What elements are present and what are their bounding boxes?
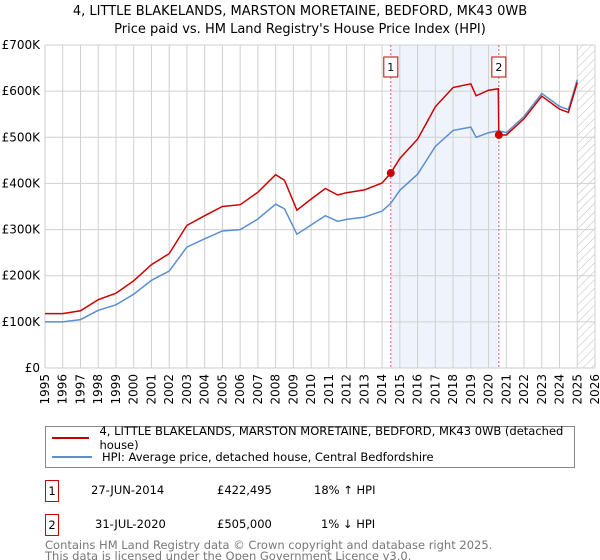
x-tick-label: 2022 <box>517 374 531 405</box>
legend-label-hpi: HPI: Average price, detached house, Cent… <box>102 450 434 464</box>
x-tick-label: 2020 <box>482 374 496 405</box>
sale-marker-label: 1 <box>387 61 394 74</box>
shaded-ownership-period <box>390 45 499 368</box>
x-tick-label: 2021 <box>499 374 513 405</box>
legend-line-red <box>52 437 90 439</box>
y-tick-label: £300K <box>2 223 42 237</box>
x-tick-label: 2002 <box>162 374 176 405</box>
sale-delta: 1% ↓ HPI <box>321 517 376 531</box>
x-tick-label: 2019 <box>464 374 478 405</box>
legend-item-property: 4, LITTLE BLAKELANDS, MARSTON MORETAINE,… <box>52 424 574 452</box>
hpi-line <box>45 79 579 323</box>
price-chart: 1995 1996 1997 1998 1999 2000 2001 2002 2003 2004… <box>2 38 600 405</box>
sale-row-2: 2 31-JUL-2020 £505,000 1% ↓ HPI <box>45 514 445 536</box>
x-tick-label: 2004 <box>198 374 212 405</box>
y-tick-label: £700K <box>2 38 42 52</box>
sale-row-1: 1 27-JUN-2014 £422,495 18% ↑ HPI <box>45 480 445 502</box>
x-tick-label: 2015 <box>393 374 407 405</box>
property-price-line <box>45 82 579 315</box>
x-tick-label: 2014 <box>375 374 389 405</box>
sale-point <box>494 130 503 139</box>
x-tick-label: 2012 <box>340 374 354 405</box>
x-tick-label: 2000 <box>127 374 141 405</box>
x-tick-label: 2016 <box>411 374 425 405</box>
legend-label-property: 4, LITTLE BLAKELANDS, MARSTON MORETAINE,… <box>99 424 564 452</box>
x-tick-label: 2025 <box>570 374 584 405</box>
x-tick-label: 2011 <box>322 374 336 405</box>
x-tick-label: 2007 <box>251 374 265 405</box>
y-tick-label: £600K <box>2 84 42 98</box>
chart-title: 4, LITTLE BLAKELANDS, MARSTON MORETAINE,… <box>72 4 528 19</box>
x-tick-label: 2001 <box>144 374 158 405</box>
sale-price: £422,495 <box>217 483 272 497</box>
x-tick-label: 2008 <box>269 374 283 405</box>
sale-date: 31-JUL-2020 <box>95 517 166 531</box>
x-tick-label: 2026 <box>588 374 600 405</box>
sale-delta: 18% ↑ HPI <box>314 483 376 497</box>
sale-point <box>386 169 395 178</box>
x-tick-label: 2018 <box>446 374 460 405</box>
legend-item-hpi: HPI: Average price, detached house, Cent… <box>52 448 434 466</box>
sale-marker-box <box>491 56 507 78</box>
forecast-hatch <box>577 45 595 368</box>
x-tick-label: 1997 <box>73 374 87 405</box>
x-tick-label: 2013 <box>357 374 371 405</box>
y-tick-label: £200K <box>2 269 42 283</box>
x-tick-label: 2024 <box>553 374 567 405</box>
sale-badge: 2 <box>45 514 59 536</box>
x-tick-label: 2023 <box>535 374 549 405</box>
x-tick-label: 1999 <box>109 374 123 405</box>
x-tick-label: 2009 <box>286 374 300 405</box>
y-tick-label: £100K <box>2 315 42 329</box>
legend: 4, LITTLE BLAKELANDS, MARSTON MORETAINE,… <box>45 424 575 468</box>
sale-price: £505,000 <box>217 517 272 531</box>
x-tick-label: 1998 <box>91 374 105 405</box>
footer-licence: This data is licensed under the Open Gov… <box>45 549 412 560</box>
x-tick-label: 2003 <box>180 374 194 405</box>
x-tick-label: 2017 <box>428 374 442 405</box>
sale-marker-label: 2 <box>495 61 502 74</box>
y-tick-label: £0 <box>25 361 40 375</box>
x-tick-label: 1995 <box>38 374 52 405</box>
legend-line-blue <box>52 456 92 458</box>
chart-subtitle: Price paid vs. HM Land Registry's House … <box>114 22 486 37</box>
sale-date: 27-JUN-2014 <box>91 483 165 497</box>
sale-badge: 1 <box>45 480 59 502</box>
sale-marker-box <box>383 56 399 78</box>
x-tick-label: 1996 <box>56 374 70 405</box>
footer-copyright: Contains HM Land Registry data © Crown c… <box>45 538 493 552</box>
y-tick-label: £400K <box>2 176 42 190</box>
y-tick-label: £500K <box>2 130 42 144</box>
x-tick-label: 2010 <box>304 374 318 405</box>
x-tick-label: 2005 <box>215 374 229 405</box>
x-tick-label: 2006 <box>233 374 247 405</box>
